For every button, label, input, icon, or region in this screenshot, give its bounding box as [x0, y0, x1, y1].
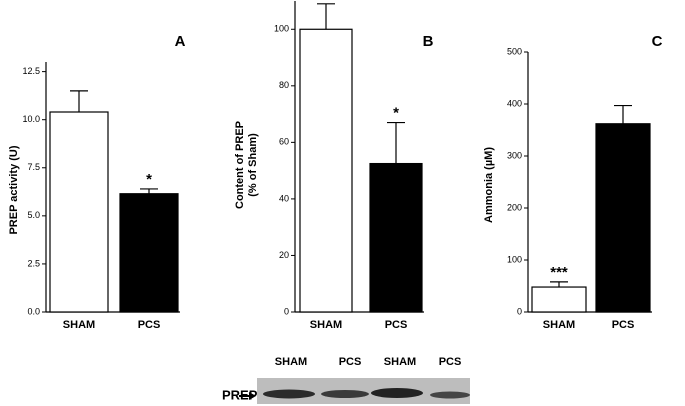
y-tick-label: 7.5 — [27, 162, 40, 172]
y-tick-label: 300 — [507, 150, 522, 160]
bar — [531, 286, 587, 313]
x-tick-label: PCS — [138, 319, 161, 331]
panel-title: C — [652, 33, 663, 50]
significance-marker: *** — [550, 264, 568, 281]
y-tick-label: 2.5 — [27, 258, 40, 268]
blot-band — [430, 391, 470, 399]
y-axis-label: (% of Sham) — [247, 133, 259, 197]
y-tick-label: 400 — [507, 98, 522, 108]
panel-title: B — [423, 33, 434, 50]
panel-title: A — [175, 33, 186, 50]
y-tick-label: 200 — [507, 202, 522, 212]
y-tick-label: 100 — [274, 24, 289, 34]
lane-label: PCS — [439, 356, 462, 368]
bar — [369, 162, 423, 313]
y-tick-label: 0.0 — [27, 306, 40, 316]
significance-marker: * — [393, 105, 399, 122]
y-tick-label: 60 — [279, 137, 289, 147]
blot-band — [321, 390, 369, 398]
y-axis-label: Content of PREP — [234, 121, 246, 209]
x-tick-label: SHAM — [63, 319, 95, 331]
y-tick-label: 500 — [507, 46, 522, 56]
bar — [595, 123, 651, 313]
lane-label: PCS — [339, 356, 362, 368]
x-tick-label: SHAM — [310, 319, 342, 331]
y-tick-label: 12.5 — [22, 66, 40, 76]
x-tick-label: PCS — [385, 319, 408, 331]
y-tick-label: 10.0 — [22, 114, 40, 124]
blot-label: PREP — [222, 387, 258, 402]
y-tick-label: 40 — [279, 193, 289, 203]
blot-band — [263, 389, 315, 399]
bar — [119, 193, 179, 313]
y-axis-label: Ammonia (µM) — [483, 147, 495, 223]
significance-marker: * — [146, 171, 152, 188]
y-tick-label: 0 — [517, 306, 522, 316]
y-tick-label: 0 — [284, 306, 289, 316]
lane-label: SHAM — [275, 356, 307, 368]
x-tick-label: SHAM — [543, 319, 575, 331]
bar — [49, 111, 109, 313]
y-tick-label: 20 — [279, 250, 289, 260]
y-tick-label: 100 — [507, 254, 522, 264]
x-tick-label: PCS — [612, 319, 635, 331]
lane-label: SHAM — [384, 356, 416, 368]
bar — [299, 28, 353, 313]
blot-arrow-head — [249, 392, 256, 400]
y-tick-label: 80 — [279, 80, 289, 90]
y-axis-label: PREP activity (U) — [8, 145, 20, 234]
blot-band — [371, 388, 423, 398]
western-blot: PREP SHAM PCS SHAM PCS — [222, 356, 470, 404]
y-tick-label: 5.0 — [27, 210, 40, 220]
